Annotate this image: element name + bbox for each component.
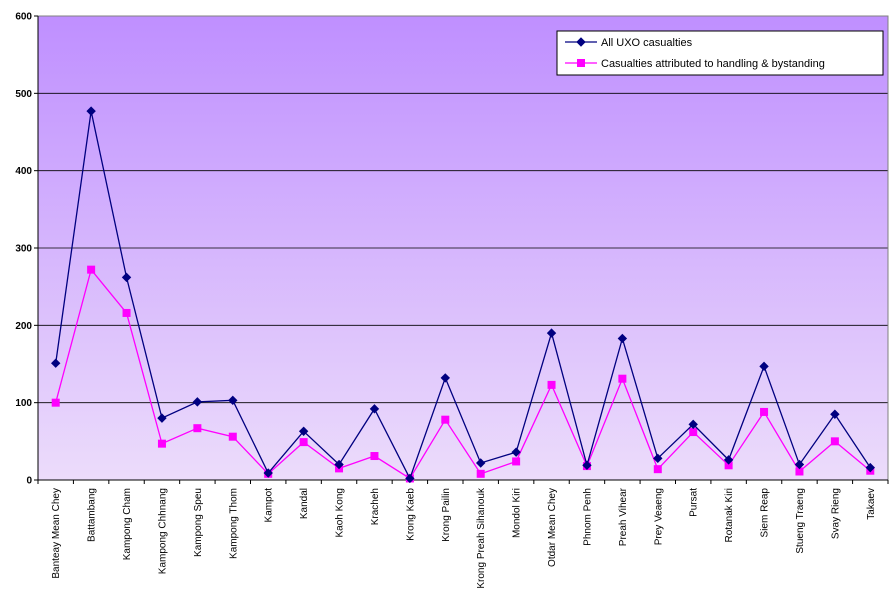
data-point-diamond — [865, 462, 875, 473]
x-tick-label: Svay Rieng — [830, 488, 841, 539]
data-point-diamond — [688, 419, 698, 430]
data-point-diamond — [192, 397, 203, 407]
data-point-square — [299, 438, 308, 447]
x-tick-label: Kampong Cham — [122, 488, 133, 560]
y-tick-label: 600 — [15, 12, 32, 23]
x-tick-label: Otdar Mean Chey — [547, 488, 558, 567]
data-point-square — [830, 437, 839, 446]
x-tick-label: Battambang — [87, 488, 98, 542]
data-point-square — [228, 432, 237, 441]
y-tick-label: 500 — [15, 89, 32, 100]
series-line — [55, 268, 871, 480]
x-tick-label: Prey Veaeng — [653, 488, 664, 545]
data-point-diamond — [830, 409, 840, 419]
data-point-square — [476, 469, 485, 478]
data-point-diamond — [405, 473, 415, 484]
data-point-diamond — [617, 333, 628, 344]
data-point-diamond — [298, 426, 309, 436]
series-group — [51, 106, 875, 484]
data-point-diamond — [511, 447, 521, 457]
series-line — [55, 110, 871, 481]
legend-label: Casualties attributed to handling & byst… — [601, 58, 825, 70]
x-tick-label: Krong Pailin — [441, 488, 452, 542]
data-point-diamond — [723, 455, 734, 465]
x-tick-label: Krong Kaeb — [405, 488, 416, 541]
data-point-diamond — [582, 460, 592, 471]
data-point-diamond — [86, 106, 96, 116]
x-axis: Banteay Mean Chey Battambang Kampong Cham K… — [37, 16, 889, 589]
x-tick-label: Krong Preah Sihanouk — [476, 487, 487, 589]
data-point-diamond — [546, 328, 557, 338]
data-point-diamond — [794, 459, 805, 470]
x-tick-label: Pursat — [689, 488, 700, 517]
x-tick-label: Kampong Chhnang — [157, 488, 168, 574]
x-tick-label: Preah Vihear — [618, 487, 629, 546]
data-point-square — [122, 308, 131, 317]
x-tick-label: Kandal — [299, 488, 310, 519]
x-tick-label: Kampong Speu — [193, 488, 204, 557]
data-point-square — [547, 380, 556, 389]
data-point-diamond — [51, 358, 61, 368]
data-point-diamond — [653, 453, 663, 464]
data-point-diamond — [157, 413, 167, 423]
data-point-diamond — [369, 404, 380, 414]
x-tick-label: Kampong Thom — [228, 488, 239, 559]
data-point-diamond — [440, 373, 450, 383]
data-point-diamond — [759, 361, 769, 372]
data-point-square — [760, 407, 769, 416]
y-tick-label: 100 — [15, 398, 32, 409]
data-point-square — [87, 265, 96, 274]
x-tick-label: Phnom Penh — [582, 488, 593, 546]
data-point-square — [512, 457, 521, 466]
x-tick-label: Banteay Mean Chey — [51, 488, 62, 579]
data-point-square — [689, 428, 698, 437]
y-tick-label: 200 — [15, 321, 32, 332]
x-tick-label: Kracheh — [370, 488, 381, 525]
x-tick-label: Kampot — [264, 488, 275, 523]
y-tick-label: 300 — [15, 244, 32, 255]
data-point-square — [653, 465, 662, 474]
data-point-diamond — [476, 458, 486, 468]
x-tick-label: Kaoh Kong — [335, 488, 346, 538]
data-point-diamond — [121, 272, 132, 283]
y-tick-label: 400 — [15, 166, 32, 177]
data-point-square — [157, 439, 166, 448]
series-diamond — [51, 106, 875, 484]
x-tick-label: Siem Reap — [760, 488, 771, 538]
data-point-square — [441, 415, 450, 424]
legend-label: All UXO casualties — [601, 37, 693, 49]
x-tick-label: Stueng Traeng — [795, 488, 806, 554]
x-tick-label: Mondol Kiri — [512, 488, 523, 538]
data-point-diamond — [263, 468, 273, 478]
data-point-square — [51, 398, 60, 407]
legend-box — [556, 30, 884, 76]
data-point-square — [370, 452, 379, 461]
data-point-square — [193, 424, 202, 433]
data-point-diamond — [576, 37, 586, 47]
x-tick-label: Rotanak Kiri — [724, 488, 735, 542]
legend: All UXO casualties Casualties attributed … — [556, 30, 884, 76]
data-point-diamond — [334, 459, 344, 470]
data-point-square — [618, 374, 627, 383]
data-point-square — [577, 59, 585, 67]
x-tick-label: Takaev — [866, 488, 877, 520]
y-axis-ticks: 0 100 200 300 400 500 600 — [15, 12, 38, 487]
data-point-diamond — [228, 395, 238, 406]
y-tick-label: 0 — [26, 476, 32, 487]
